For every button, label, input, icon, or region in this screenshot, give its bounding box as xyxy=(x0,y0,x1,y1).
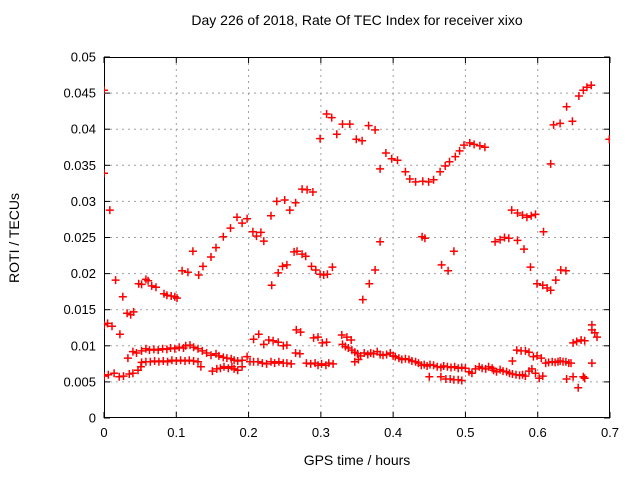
svg-text:0.02: 0.02 xyxy=(71,266,96,281)
svg-text:0.03: 0.03 xyxy=(71,194,96,209)
svg-text:0.5: 0.5 xyxy=(456,425,474,440)
x-tick-labels: 0 0.1 0.2 0.3 0.4 0.5 0.6 0.7 xyxy=(100,425,619,440)
svg-text:0.6: 0.6 xyxy=(529,425,547,440)
svg-text:0.2: 0.2 xyxy=(240,425,258,440)
svg-text:0.1: 0.1 xyxy=(167,425,185,440)
svg-text:0.01: 0.01 xyxy=(71,338,96,353)
svg-text:0: 0 xyxy=(100,425,107,440)
chart-title: Day 226 of 2018, Rate Of TEC Index for r… xyxy=(191,12,523,28)
x-axis-title: GPS time / hours xyxy=(303,452,411,468)
plot-border xyxy=(103,56,611,419)
svg-text:0.05: 0.05 xyxy=(71,50,96,65)
svg-text:0.025: 0.025 xyxy=(63,230,96,245)
svg-text:0.4: 0.4 xyxy=(384,425,402,440)
svg-text:0: 0 xyxy=(89,411,96,426)
svg-text:0.04: 0.04 xyxy=(71,122,96,137)
y-tick-labels: 0 0.005 0.01 0.015 0.02 0.025 0.03 0.035 0.04 0.0… xyxy=(63,50,96,426)
svg-text:0.7: 0.7 xyxy=(601,425,619,440)
data-points xyxy=(104,81,610,392)
svg-text:0.015: 0.015 xyxy=(63,302,96,317)
svg-text:0.035: 0.035 xyxy=(63,158,96,173)
svg-text:0.045: 0.045 xyxy=(63,86,96,101)
svg-text:0.3: 0.3 xyxy=(312,425,330,440)
svg-text:0.005: 0.005 xyxy=(63,374,96,389)
